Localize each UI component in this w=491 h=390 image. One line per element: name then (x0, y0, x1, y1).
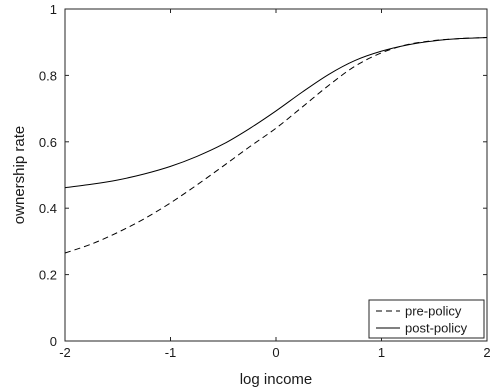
legend-box (368, 299, 485, 339)
y-axis-label: ownership rate (11, 126, 28, 224)
y-tick-label: 0.2 (39, 268, 57, 283)
axes-box (64, 8, 488, 342)
y-tick-label: 0.6 (39, 135, 57, 150)
legend-label-pre-policy: pre-policy (405, 304, 462, 319)
x-tick-label: 1 (378, 345, 385, 360)
y-tick-label: 0 (50, 334, 57, 349)
plot-area: -2 -1 0 1 2 0 0.2 0.4 0.6 0.8 1 (39, 2, 491, 360)
legend: pre-policy post-policy (368, 299, 485, 339)
y-tick-label: 0.8 (39, 68, 57, 83)
series-line-post-policy (64, 37, 488, 189)
series-layer (64, 37, 488, 254)
x-axis-label: log income (240, 371, 313, 388)
y-tick-label: 1 (50, 2, 57, 17)
x-tick-label: 2 (483, 345, 490, 360)
x-tick-label: 0 (272, 345, 279, 360)
x-tick-label: -1 (165, 345, 177, 360)
legend-label-post-policy: post-policy (405, 321, 468, 336)
x-tick-label: -2 (59, 345, 71, 360)
y-tick-label: 0.4 (39, 201, 57, 216)
tick-layer: -2 -1 0 1 2 0 0.2 0.4 0.6 0.8 1 (39, 2, 491, 360)
